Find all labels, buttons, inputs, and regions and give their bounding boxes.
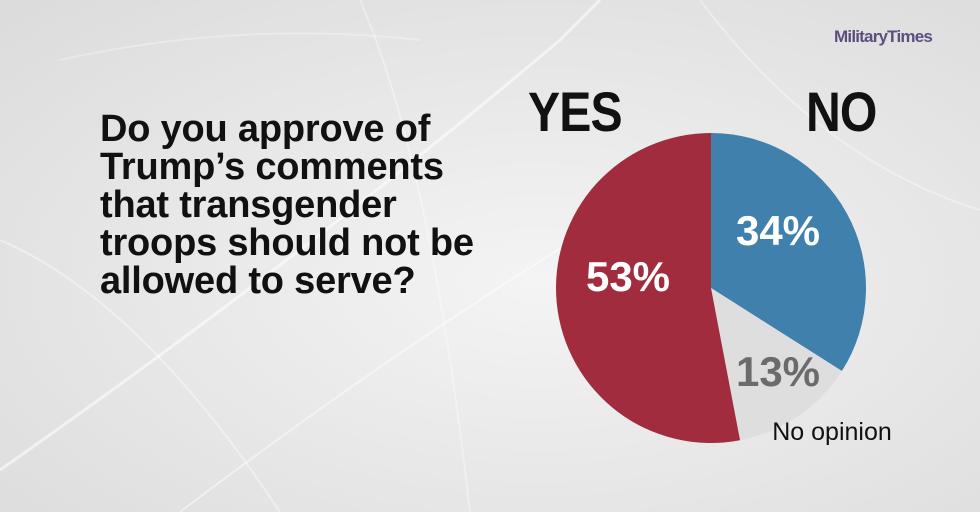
brand-part-2: Times bbox=[887, 27, 933, 46]
brand-logo: MilitaryTimes bbox=[834, 27, 933, 47]
pie-slice-yes bbox=[555, 133, 741, 444]
pie-label-yes: 53% bbox=[586, 253, 670, 300]
yes-heading: YES bbox=[528, 80, 623, 143]
no-heading: NO bbox=[806, 80, 877, 143]
pie-label-no: 34% bbox=[736, 207, 820, 254]
brand-part-1: Military bbox=[834, 27, 888, 46]
no-opinion-label: No opinion bbox=[772, 418, 892, 446]
pie-label-no-opinion: 13% bbox=[736, 348, 820, 395]
poll-question: Do you approve of Trump’s comments that … bbox=[100, 108, 474, 302]
pie-slice-no-opinion bbox=[711, 288, 842, 441]
pie-slice-no bbox=[711, 133, 866, 372]
